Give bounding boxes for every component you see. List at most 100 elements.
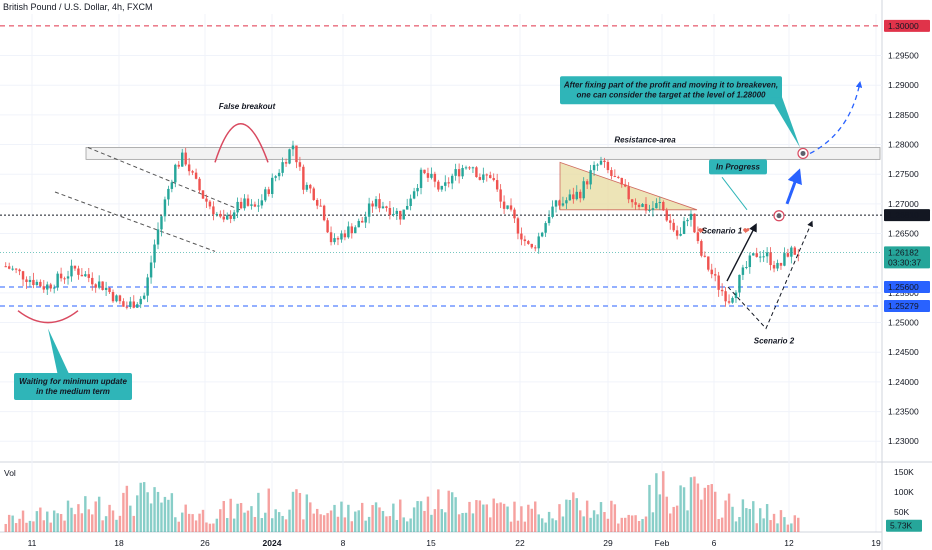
candle-body	[713, 274, 717, 276]
candle-body	[142, 295, 146, 299]
volume-bar	[333, 504, 336, 532]
candle-body	[599, 160, 603, 165]
scenario1-label: Scenario 1	[702, 227, 743, 236]
volume-bar	[717, 519, 720, 532]
volume-bar	[662, 471, 665, 532]
volume-bar	[579, 510, 582, 532]
candle-body	[655, 203, 658, 209]
candle-body	[675, 230, 679, 236]
volume-bar	[558, 504, 561, 532]
candle-body	[630, 199, 634, 203]
volume-bar	[710, 484, 713, 532]
volume-bar	[264, 512, 267, 532]
candle-body	[153, 244, 156, 263]
volume-bar	[582, 516, 585, 532]
volume-bar	[378, 507, 381, 532]
volume-bar	[461, 512, 464, 532]
candle-body	[551, 206, 554, 218]
volume-bar	[540, 518, 544, 532]
volume-bar	[357, 510, 360, 532]
candle-body	[84, 274, 87, 277]
volume-bar	[520, 506, 523, 532]
candle-body	[274, 176, 277, 178]
candle-body	[440, 185, 444, 190]
volume-bar	[101, 520, 104, 532]
candle-body	[215, 213, 219, 215]
volume-bar	[239, 503, 243, 532]
volume-bar	[312, 513, 315, 532]
volume-bar	[198, 513, 201, 532]
volume-bar	[412, 507, 416, 532]
candle-body	[264, 189, 267, 201]
volume-bar	[163, 496, 167, 532]
time-tick-0: 11	[28, 538, 37, 548]
volume-bar	[779, 510, 783, 532]
volume-bar	[426, 496, 430, 532]
candle-body	[39, 281, 42, 287]
volume-bar	[440, 509, 444, 532]
volume-bar	[748, 508, 752, 532]
volume-bar	[592, 510, 596, 532]
blue-level-2-value: 1.25279	[888, 301, 919, 311]
candle-body	[139, 298, 142, 305]
volume-bar	[734, 521, 738, 532]
candle-body	[260, 200, 264, 206]
volume-bar	[499, 502, 502, 532]
candle-body	[104, 287, 108, 290]
volume-bar	[49, 522, 52, 532]
candle-body	[506, 205, 509, 209]
volume-bar	[755, 523, 758, 532]
volume-bar	[177, 521, 180, 532]
volume-bar	[610, 500, 613, 532]
price-tick-2: 1.28500	[888, 110, 919, 120]
volume-bar	[423, 510, 426, 532]
false-breakout-label: False breakout	[219, 102, 276, 111]
candle-body	[66, 276, 70, 279]
volume-tick-2: 50K	[894, 507, 909, 517]
candle-body	[163, 199, 167, 217]
time-axis[interactable]: 11 18 26 2024 8 15 22 29 Feb 6 12 19	[28, 538, 881, 548]
volume-bar	[302, 519, 305, 532]
candle-body	[14, 268, 18, 270]
price-axis[interactable]: 1.29500 1.29000 1.28500 1.28000 1.27500 1.270…	[884, 19, 930, 532]
volume-bar	[277, 512, 281, 532]
candle-body	[28, 279, 32, 283]
volume-bar	[170, 493, 174, 532]
volume-bar	[39, 507, 42, 532]
volume-bar	[87, 509, 91, 532]
volume-bar	[797, 517, 800, 532]
candle-body	[603, 160, 606, 162]
time-tick-6: 22	[515, 538, 525, 548]
volume-bar	[4, 523, 7, 532]
candle-body	[21, 271, 25, 280]
candle-body	[222, 216, 225, 220]
current-price-value: 1.26182	[888, 247, 919, 257]
candle-body	[433, 173, 437, 182]
volume-bar	[236, 503, 239, 532]
candle-body	[52, 287, 56, 289]
candle-body	[70, 265, 73, 277]
candle-body	[277, 172, 281, 177]
candle-body	[748, 255, 752, 268]
volume-bar	[523, 521, 527, 532]
candle-body	[160, 216, 163, 230]
candle-body	[246, 198, 250, 206]
candle-body	[381, 206, 385, 209]
volume-bar	[478, 500, 482, 532]
resistance-zone	[85, 147, 881, 160]
volume-bar	[267, 488, 270, 532]
candle-body	[416, 187, 419, 192]
time-tick-1: 18	[114, 538, 124, 548]
candle-body	[554, 200, 558, 207]
volume-tick-0: 150K	[894, 467, 914, 477]
volume-bar	[489, 517, 492, 532]
candle-body	[516, 218, 520, 234]
red-level-tag	[884, 19, 930, 32]
volume-bar	[568, 499, 572, 532]
candle-body	[319, 205, 322, 207]
candle-body	[710, 269, 713, 275]
price-tick-3: 1.28000	[888, 140, 919, 150]
price-levels	[0, 25, 882, 307]
candle-body	[734, 292, 738, 298]
